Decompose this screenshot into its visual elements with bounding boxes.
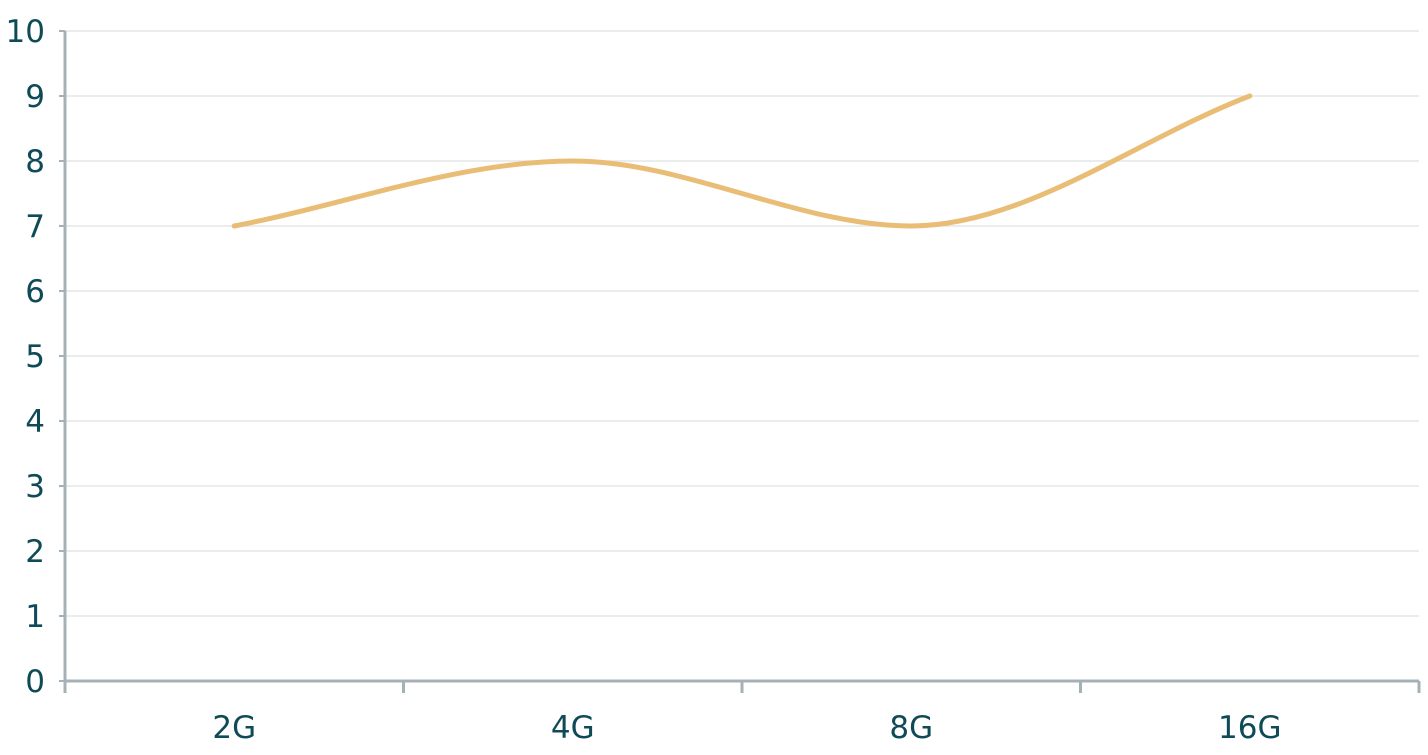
gridlines — [65, 30, 1419, 617]
x-tick-label: 8G — [889, 710, 933, 746]
x-tick-label: 16G — [1218, 710, 1281, 746]
tick-labels: 0 1 2 3 4 5 6 7 8 9 10 2G 4G 8G 16G — [6, 14, 1282, 746]
series-layer — [231, 93, 1253, 229]
y-tick-label: 7 — [25, 209, 45, 245]
y-tick-label: 2 — [25, 534, 45, 570]
y-tick-label: 0 — [25, 664, 45, 700]
y-tick-label: 3 — [25, 469, 45, 505]
data-point-2G — [231, 223, 237, 229]
y-tick-label: 5 — [25, 339, 45, 375]
y-tick-label: 4 — [25, 404, 45, 440]
series-line-0 — [231, 93, 1253, 229]
y-tick-label: 9 — [25, 79, 45, 115]
data-point-4G — [570, 158, 576, 164]
y-tick-label: 10 — [6, 14, 45, 50]
data-point-16G — [1247, 93, 1253, 99]
y-tick-label: 8 — [25, 144, 45, 180]
axes — [59, 30, 1421, 693]
x-tick-label: 4G — [551, 710, 595, 746]
y-tick-label: 6 — [25, 274, 45, 310]
data-point-8G — [908, 223, 914, 229]
x-tick-label: 2G — [212, 710, 256, 746]
y-tick-label: 1 — [25, 599, 45, 635]
